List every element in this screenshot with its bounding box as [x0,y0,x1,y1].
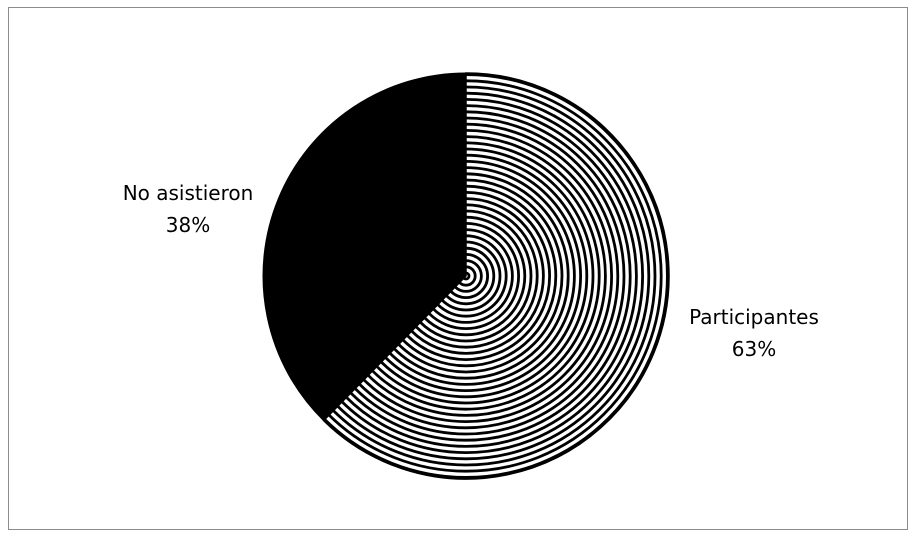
slice-percent-no-asistieron: 38% [166,213,210,237]
slice-label-no-asistieron: No asistieron [123,181,254,205]
slice-percent-participantes: 63% [732,337,776,361]
slice-label-participantes: Participantes [689,305,819,329]
pie-slices [263,73,669,479]
